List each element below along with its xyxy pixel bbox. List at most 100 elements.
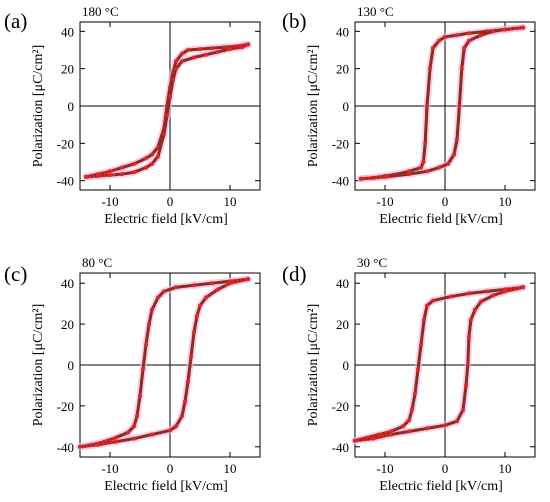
y-tick-label: -40: [57, 174, 74, 189]
sample-point: [180, 59, 184, 64]
sample-point: [371, 436, 375, 441]
sample-point: [389, 432, 393, 437]
sample-point: [467, 334, 471, 339]
sample-point: [84, 174, 88, 179]
sample-point: [240, 45, 244, 50]
sample-point: [425, 169, 429, 174]
sample-point: [467, 291, 471, 296]
series-halo-1: [76, 275, 252, 451]
sample-point: [180, 51, 184, 56]
sample-point: [150, 161, 154, 166]
sample-point: [464, 383, 468, 388]
sample-point: [407, 172, 411, 177]
chart-title: 130 °C: [357, 4, 394, 19]
y-tick-label: 20: [336, 317, 349, 332]
y-tick-label: 0: [343, 99, 350, 114]
sample-point: [144, 342, 148, 347]
sample-point: [467, 31, 471, 36]
sample-point: [521, 25, 525, 30]
sample-point: [425, 303, 429, 308]
sample-point: [120, 172, 124, 177]
sample-point: [186, 48, 190, 52]
sample-point: [174, 59, 178, 64]
sample-point: [452, 152, 456, 157]
sample-point: [174, 66, 178, 71]
sample-point: [416, 367, 420, 372]
sample-point: [437, 38, 441, 43]
y-tick-label: 0: [68, 358, 75, 373]
y-tick-label: 40: [336, 276, 349, 291]
sample-point: [108, 169, 112, 174]
sample-point: [443, 423, 447, 428]
sample-point: [421, 160, 426, 164]
x-tick-label: 0: [167, 461, 174, 476]
sample-point: [156, 295, 160, 300]
sample-point: [389, 429, 393, 434]
series-halo-1: [357, 24, 527, 183]
sample-point: [437, 165, 441, 170]
x-tick-label: 10: [224, 461, 237, 476]
x-axis-label: Electric field [kV/cm]: [104, 479, 228, 494]
x-tick-label: 0: [442, 194, 449, 209]
sample-point: [216, 287, 220, 292]
sample-point: [428, 66, 432, 71]
sample-point: [144, 156, 148, 161]
sample-point: [78, 444, 82, 449]
sample-point: [210, 281, 214, 286]
sample-point: [216, 49, 220, 54]
sample-point: [459, 66, 464, 71]
chart-title: 30 °C: [357, 255, 387, 270]
sample-point: [461, 408, 465, 412]
y-tick-label: -20: [332, 136, 349, 151]
sample-point: [198, 303, 202, 308]
sample-point: [521, 285, 525, 290]
x-axis-label: Electric field [kV/cm]: [379, 212, 503, 227]
sample-point: [195, 313, 199, 318]
sample-point: [132, 161, 136, 166]
x-tick-label: -10: [101, 461, 118, 476]
x-axis-label: Electric field [kV/cm]: [379, 479, 503, 494]
sample-point: [141, 367, 145, 372]
sample-point: [422, 318, 426, 322]
panel-label: (a): [4, 9, 27, 33]
x-tick-label: 0: [442, 461, 449, 476]
x-tick-label: -10: [101, 194, 118, 209]
series-halo-2: [76, 275, 252, 451]
panel-1: (a) 180 °C -40 -20 0 20 40 -10 0 10 Electric field…: [4, 4, 261, 227]
y-axis-label: Polarization [μC/cm²]: [306, 304, 321, 427]
sample-point: [407, 169, 411, 174]
sample-point: [457, 104, 462, 108]
sample-point: [377, 432, 381, 437]
sample-point: [192, 283, 196, 288]
sample-point: [413, 391, 417, 396]
y-tick-label: -40: [57, 440, 74, 455]
sample-point: [165, 113, 169, 118]
series-2-points: [84, 42, 250, 179]
sample-point: [449, 294, 453, 299]
panel-3: (c) 80 °C -40 -20 0 20 40 -10 0 10 Electric field …: [4, 255, 261, 494]
sample-point: [423, 141, 428, 146]
sample-point: [228, 47, 232, 52]
sample-point: [473, 307, 477, 312]
sample-point: [150, 307, 154, 312]
y-axis-label: Polarization [μC/cm²]: [31, 304, 46, 427]
sample-point: [383, 174, 387, 179]
sample-point: [192, 55, 196, 60]
sample-point: [491, 293, 495, 298]
y-tick-label: 40: [336, 24, 349, 39]
sample-point: [491, 29, 495, 34]
sample-point: [174, 424, 178, 429]
sample-point: [96, 174, 100, 178]
series-2-points: [359, 25, 525, 181]
y-tick-label: -20: [57, 399, 74, 414]
sample-point: [180, 414, 184, 419]
series-halo-1: [351, 283, 527, 445]
sample-point: [455, 137, 459, 142]
panel-4: (d) 30 °C -40 -20 0 20 40 -10 0 10 Electric field …: [282, 255, 536, 494]
sample-point: [407, 429, 411, 434]
series-1-points: [353, 285, 525, 443]
sample-point: [171, 77, 175, 82]
sample-point: [425, 426, 429, 431]
sample-point: [147, 322, 151, 327]
sample-point: [455, 33, 459, 38]
